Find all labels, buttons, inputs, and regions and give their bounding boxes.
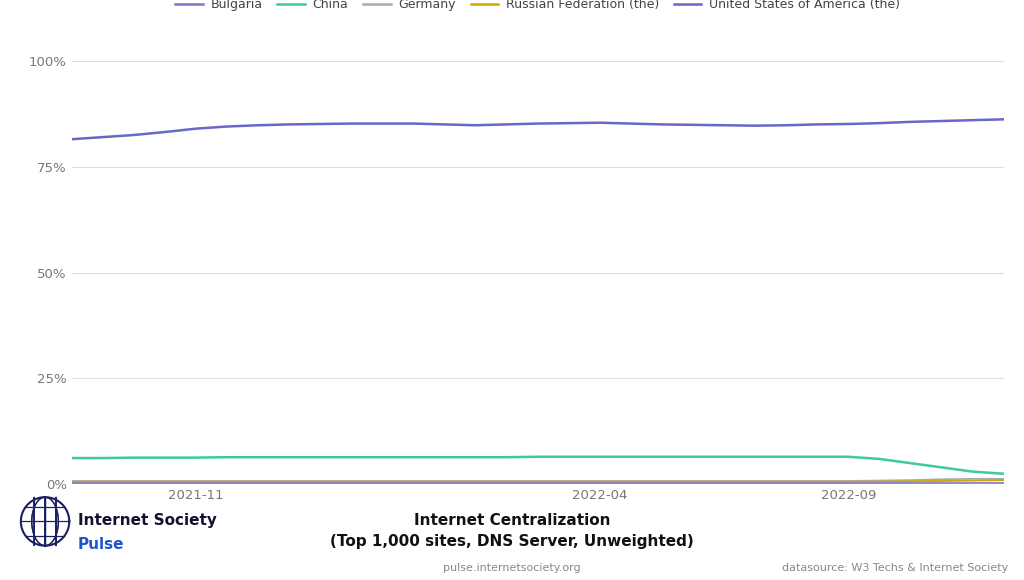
Text: Internet Centralization
(Top 1,000 sites, DNS Server, Unweighted): Internet Centralization (Top 1,000 sites… [330,513,694,549]
Text: pulse.internetsociety.org: pulse.internetsociety.org [443,563,581,572]
Text: datasource: W3 Techs & Internet Society: datasource: W3 Techs & Internet Society [782,563,1009,572]
Legend: Bulgaria, China, Germany, Russian Federation (the), United States of America (th: Bulgaria, China, Germany, Russian Federa… [170,0,905,16]
Text: Internet Society: Internet Society [78,513,217,528]
Text: Pulse: Pulse [78,537,124,552]
